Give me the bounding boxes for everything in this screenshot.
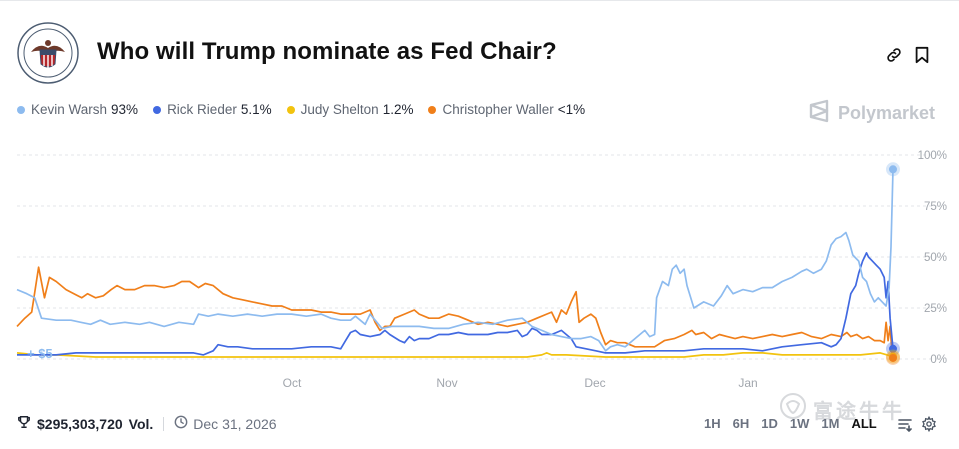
x-tick-label: Oct [283, 376, 302, 390]
legend-item-rick-rieder[interactable]: Rick Rieder 5.1% [153, 102, 272, 117]
polymarket-logo-icon [808, 99, 830, 128]
legend-name: Kevin Warsh [31, 102, 108, 117]
end-date: Dec 31, 2026 [193, 415, 277, 432]
series-end-point [889, 353, 897, 362]
range-button-1w[interactable]: 1W [789, 416, 810, 431]
x-tick-label: Nov [436, 376, 457, 390]
page-title: Who will Trump nominate as Fed Chair? [97, 38, 557, 65]
range-button-all[interactable]: ALL [851, 416, 877, 431]
probability-chart[interactable]: 100% 75% 50% 25% 0% Oct Nov Dec Jan + $5 [0, 140, 959, 395]
legend-value: <1% [557, 102, 586, 117]
trophy-icon [17, 415, 31, 432]
legend-name: Christopher Waller [442, 102, 554, 117]
link-icon[interactable] [883, 44, 905, 66]
futu-bull-icon [779, 392, 807, 426]
time-range-selector: 1H 6H 1D 1W 1M ALL [704, 416, 877, 431]
y-tick-label: 75% [924, 201, 947, 213]
divider [163, 416, 165, 431]
x-tick-label: Jan [738, 376, 757, 390]
legend-name: Judy Shelton [300, 102, 379, 117]
volume-value: $295,303,720 [37, 415, 123, 432]
legend-swatch [286, 105, 295, 114]
volume-suffix: Vol. [128, 415, 154, 432]
legend-swatch [153, 105, 162, 114]
series-line [17, 252, 894, 356]
legend-value: 1.2% [382, 102, 414, 117]
chart-legend: Kevin Warsh 93% Rick Rieder 5.1% Judy Sh… [17, 102, 585, 117]
y-tick-label: 50% [924, 252, 947, 264]
legend-swatch [17, 105, 25, 114]
legend-item-christopher-waller[interactable]: Christopher Waller <1% [428, 102, 585, 117]
chart-tools [897, 415, 937, 437]
series-line [16, 352, 894, 358]
polymarket-brand-label: Polymarket [838, 103, 936, 123]
top-divider [0, 0, 959, 1]
y-tick-label: 25% [924, 303, 947, 315]
series-end-point [889, 344, 897, 353]
y-tick-label: 100% [918, 150, 947, 162]
legend-item-kevin-warsh[interactable]: Kevin Warsh 93% [17, 102, 138, 117]
filter-icon[interactable] [897, 416, 913, 437]
range-button-1d[interactable]: 1D [761, 416, 778, 431]
end-date-info: Dec 31, 2026 [174, 415, 277, 432]
series-line [16, 169, 894, 352]
legend-name: Rick Rieder [167, 102, 237, 117]
clock-icon [174, 415, 188, 432]
series-end-point [889, 165, 897, 174]
legend-value: 93% [111, 102, 139, 117]
federal-reserve-seal-icon [17, 22, 79, 84]
polymarket-brand[interactable]: Polymarket [808, 99, 935, 128]
legend-value: 5.1% [240, 102, 272, 117]
bookmark-icon[interactable] [911, 44, 933, 66]
series-line [16, 266, 894, 359]
chart-annotation: + $5 [27, 346, 53, 361]
market-info-bar: $295,303,720 Vol. Dec 31, 2026 [17, 415, 277, 432]
range-button-6h[interactable]: 6H [732, 416, 750, 431]
range-button-1m[interactable]: 1M [821, 416, 840, 431]
y-tick-label: 0% [930, 354, 947, 366]
volume-info: $295,303,720 Vol. [17, 415, 153, 432]
legend-item-judy-shelton[interactable]: Judy Shelton 1.2% [286, 102, 414, 117]
watermark-text: 富途牛牛 [813, 400, 905, 423]
x-tick-label: Dec [584, 376, 605, 390]
range-button-1h[interactable]: 1H [704, 416, 721, 431]
legend-swatch [428, 105, 437, 114]
futu-watermark: 富途牛牛 [779, 392, 905, 426]
settings-gear-icon[interactable] [921, 415, 937, 437]
